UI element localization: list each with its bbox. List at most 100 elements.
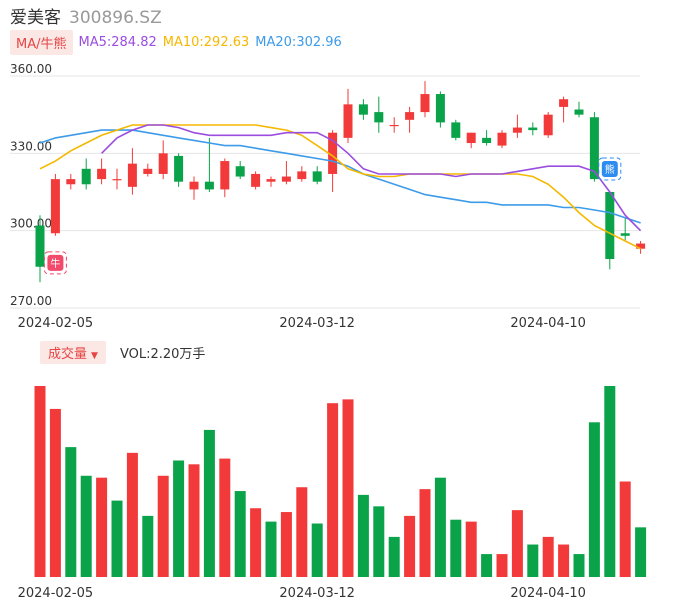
volume-bar [542, 536, 554, 577]
candle-body [266, 179, 276, 182]
candle-body [466, 132, 476, 144]
candle-body [204, 181, 214, 190]
ma-toggle-button[interactable]: MA/牛熊 [10, 29, 73, 55]
x-tick-label: 2024-03-12 [279, 316, 355, 331]
candle-body [297, 171, 307, 180]
volume-bar [65, 447, 77, 577]
volume-button-label: 成交量 [48, 346, 88, 362]
candle-body [543, 114, 553, 136]
volume-bar [527, 544, 539, 577]
bear-marker-icon-text: 熊 [605, 163, 615, 176]
bear-marker-icon: 熊 [598, 157, 622, 181]
volume-bar [250, 508, 262, 577]
bull-marker-icon: 牛 [43, 251, 67, 275]
volume-bar [327, 403, 339, 577]
candle-body [620, 233, 630, 236]
volume-bar [96, 477, 108, 577]
volume-bar [296, 487, 308, 577]
volume-bar [111, 500, 123, 577]
x-tick-label: 2024-02-05 [18, 316, 94, 331]
bear-marker-icon-badge [601, 161, 618, 177]
candle-body [589, 117, 599, 180]
volume-bar [157, 475, 169, 577]
ma20-label: MA20:302.96 [255, 34, 342, 50]
volume-bar [265, 521, 277, 577]
y-tick-label: 360.00 [10, 62, 52, 76]
candle-body [482, 137, 492, 144]
candle-body [220, 161, 230, 190]
candle-body [127, 163, 137, 187]
ma20-line [39, 129, 641, 224]
candle-body [81, 168, 91, 185]
candle-body [35, 225, 45, 267]
volume-bar [342, 399, 354, 577]
volume-bar [588, 422, 600, 577]
volume-bar [49, 408, 61, 577]
candle-body [389, 124, 399, 127]
caret-down-icon: ▼ [91, 350, 98, 361]
candle-body [528, 127, 538, 131]
candle-body [158, 153, 168, 174]
volume-bar [280, 512, 292, 577]
volume-bar [511, 510, 523, 577]
volume-bar [635, 527, 647, 577]
candle-body [251, 173, 261, 187]
y-tick-label: 300.00 [10, 217, 52, 231]
candle-body [112, 179, 122, 181]
volume-bar [188, 464, 200, 577]
candle-body [636, 243, 646, 249]
volume-bar [450, 519, 462, 577]
volume-legend: 成交量 ▼ VOL:2.20万手 [40, 340, 206, 364]
candle-body [50, 179, 60, 234]
bull-marker-icon-frame [43, 251, 67, 275]
candle-body [405, 112, 415, 120]
volume-bar [619, 481, 631, 577]
volume-bar [481, 554, 493, 577]
volume-value: VOL:2.20万手 [119, 346, 206, 362]
ma10-line [39, 124, 641, 250]
volume-bar [173, 460, 185, 577]
volume-bar [142, 515, 154, 577]
ma10-label: MA10:292.63 [162, 34, 250, 50]
volume-bar [573, 554, 585, 577]
volume-toggle-button[interactable]: 成交量 ▼ [40, 340, 106, 364]
stock-header: 爱美客 300896.SZ [10, 3, 162, 28]
candle-body [174, 155, 184, 182]
candle-body [451, 122, 461, 138]
ma5-line [101, 124, 642, 232]
ma-legend: MA/牛熊 MA5:284.82 MA10:292.63 MA20:302.96 [10, 29, 348, 55]
volume-bar [34, 386, 46, 577]
volume-bar [419, 489, 431, 577]
volume-bar [404, 515, 416, 577]
candle-body [435, 94, 445, 123]
x-tick-label: 2024-04-10 [510, 316, 586, 331]
y-tick-label: 270.00 [10, 294, 52, 308]
volume-bar [604, 386, 616, 577]
volume-bar [373, 506, 385, 577]
volume-bar [203, 429, 215, 577]
bull-marker-icon-text: 牛 [50, 257, 60, 270]
candle-body [574, 109, 584, 115]
candle-body [512, 127, 522, 133]
candle-body [343, 104, 353, 138]
volume-bar [219, 458, 231, 577]
volume-chart[interactable]: 2024-02-05 2024-03-12 2024-04-10 [0, 366, 686, 606]
volume-x-tick-label: 2024-04-10 [510, 586, 586, 601]
stock-name: 爱美客 [10, 8, 61, 28]
candle-body [374, 112, 384, 123]
volume-x-tick-label: 2024-03-12 [279, 586, 355, 601]
candle-body [559, 99, 569, 107]
volume-bar [496, 554, 508, 577]
volume-bar [465, 521, 477, 577]
candle-body [235, 166, 245, 177]
candle-body [66, 179, 76, 185]
candle-body [497, 132, 507, 146]
candle-body [281, 176, 291, 182]
candle-body [312, 171, 322, 182]
bull-marker-icon-badge [47, 254, 64, 271]
stock-code: 300896.SZ [69, 8, 162, 28]
candle-body [358, 104, 368, 115]
volume-bar [434, 477, 446, 577]
volume-bar [388, 536, 400, 577]
